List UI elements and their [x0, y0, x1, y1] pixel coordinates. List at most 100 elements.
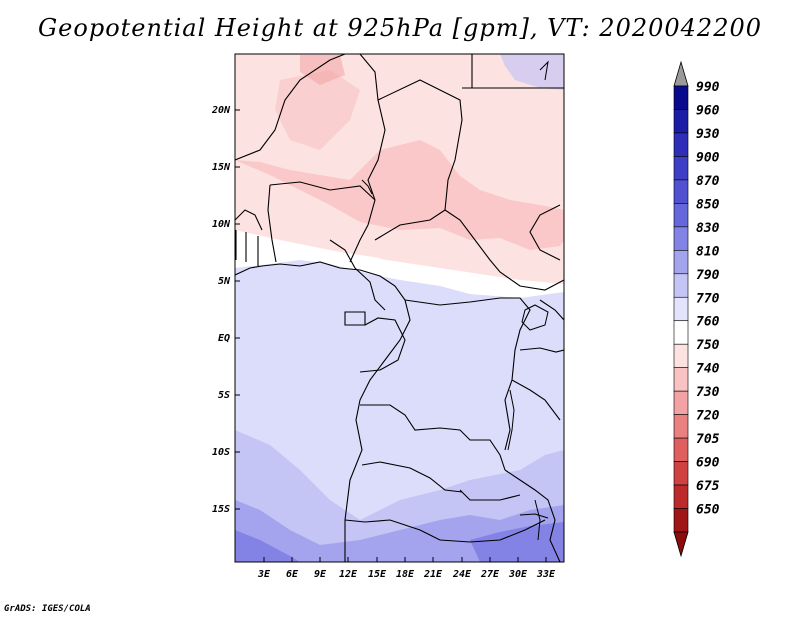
colorbar-level-label: 705: [696, 432, 720, 447]
colorbar: 990 960 930 900 870 850 830 810 790 770 760 750 740 7…: [673, 60, 720, 558]
lake-malawi: [534, 499, 541, 541]
colorbar-level-label: 790: [696, 268, 720, 283]
field-830-sw: [235, 530, 300, 562]
colorbar-swatch: [673, 367, 689, 392]
lat-tick-label: 5S: [218, 390, 230, 401]
field-760-patch: [235, 232, 380, 266]
lake-chad: [361, 179, 373, 195]
border-westafrica: [235, 230, 259, 266]
colorbar-level-label: 810: [696, 244, 720, 259]
height-field: [235, 54, 564, 562]
lake-kariba: [519, 513, 549, 519]
field-740-north: [275, 70, 360, 150]
lon-tick-label: 12E: [339, 569, 358, 580]
lon-tick-label: 18E: [396, 569, 415, 580]
border-chad-sudan: [377, 79, 463, 211]
lake-victoria: [521, 304, 549, 331]
colorbar-level-label: 900: [696, 150, 720, 165]
colorbar-swatch: [673, 437, 689, 462]
field-730-north: [300, 55, 345, 85]
colorbar-swatch: [673, 132, 689, 157]
colorbar-swatch: [673, 414, 689, 439]
lon-tick-label: 21E: [423, 569, 443, 580]
lat-tick-label: 10S: [212, 447, 230, 458]
colorbar-swatch: [673, 85, 689, 110]
colorbar-swatch: [673, 461, 689, 486]
lon-tick-label: 15E: [368, 569, 387, 580]
lon-tick-label: 33E: [536, 569, 556, 580]
lat-tick-label: 15N: [212, 162, 231, 173]
border-mozambique: [504, 469, 561, 562]
lat-tick-label: 20N: [211, 105, 231, 116]
colorbar-swatch: [673, 508, 689, 533]
lon-tick-label: 30E: [508, 569, 528, 580]
lon-tick-label: 3E: [257, 569, 271, 580]
colorbar-level-label: 690: [696, 456, 720, 471]
border-cameroon: [329, 239, 386, 311]
border-angola-drc: [360, 404, 506, 471]
colorbar-level-label: 770: [696, 291, 720, 306]
field-830-se: [470, 522, 564, 562]
border-kenya: [519, 347, 564, 353]
border-ethiopia: [529, 204, 561, 261]
colorbar-swatch: [673, 156, 689, 181]
colorbar-swatch: [673, 296, 689, 322]
colorbar-level-label: 730: [696, 385, 720, 400]
credit-label: GrADS: IGES/COLA: [4, 604, 91, 614]
colorbar-swatch: [673, 320, 689, 345]
border-chad-niger: [349, 54, 386, 263]
colorbar-level-label: 650: [696, 503, 720, 518]
field-740-patch: [235, 140, 564, 250]
border-nw: [235, 54, 346, 161]
border-nigeria-north: [269, 181, 376, 201]
colorbar-level-label: 850: [696, 197, 720, 212]
lat-tick-label: EQ: [218, 333, 230, 344]
colorbar-level-label: 760: [696, 315, 720, 330]
colorbar-swatch: [673, 203, 689, 228]
map-frame: [234, 53, 565, 563]
lon-tick-label: 27E: [480, 569, 500, 580]
border-tanzania: [511, 379, 561, 421]
colorbar-level-label: 750: [696, 338, 720, 353]
lon-axis: 3E 6E 9E 12E 15E 18E 21E 24E 27E 30E 33E: [257, 557, 556, 580]
colorbar-level-label: 740: [696, 362, 720, 377]
border-zambia-zimb: [459, 489, 521, 501]
lon-tick-label: 6E: [286, 569, 299, 580]
border-angola-zambia: [361, 461, 463, 493]
border-car-south: [444, 209, 564, 291]
colorbar-level-label: 720: [696, 409, 720, 424]
colorbar-swatch: [673, 390, 689, 415]
lat-tick-label: 5N: [218, 276, 231, 287]
colorbar-top-arrow: [673, 60, 689, 87]
lat-axis: 20N 15N 10N 5N EQ 5S 10S 15S: [211, 105, 240, 515]
colorbar-level-label: 870: [696, 174, 720, 189]
colorbar-swatch: [673, 343, 689, 368]
colorbar-level-label: 675: [696, 479, 720, 494]
border-congo: [359, 317, 406, 373]
colorbar-swatch: [673, 250, 689, 275]
colorbar-bottom-arrow: [673, 531, 689, 558]
lat-tick-label: 10N: [212, 219, 231, 230]
lakes: [361, 60, 549, 541]
border-drc-east: [404, 297, 531, 451]
colorbar-swatch: [673, 109, 689, 134]
lake-tanganyika: [507, 389, 515, 451]
colorbar-swatch: [673, 226, 689, 251]
lon-tick-label: 9E: [314, 569, 327, 580]
colorbar-swatch: [673, 484, 689, 509]
border-benin: [267, 184, 277, 263]
colorbar-level-label: 960: [696, 103, 720, 118]
country-borders: [235, 54, 564, 562]
colorbar-level-label: 990: [696, 80, 720, 95]
lon-tick-label: 24E: [452, 569, 472, 580]
border-namibia: [344, 519, 441, 541]
border-zambia-south: [439, 519, 546, 543]
field-760-band: [235, 230, 564, 298]
colorbar-level-label: 930: [696, 127, 720, 142]
colorbar-swatch: [673, 179, 689, 204]
lake-nasser: [539, 60, 549, 81]
chart-title: Geopotential Height at 925hPa [gpm], VT:…: [38, 14, 762, 42]
border-ghana: [235, 209, 263, 231]
lat-tick-label: 15S: [212, 504, 230, 515]
